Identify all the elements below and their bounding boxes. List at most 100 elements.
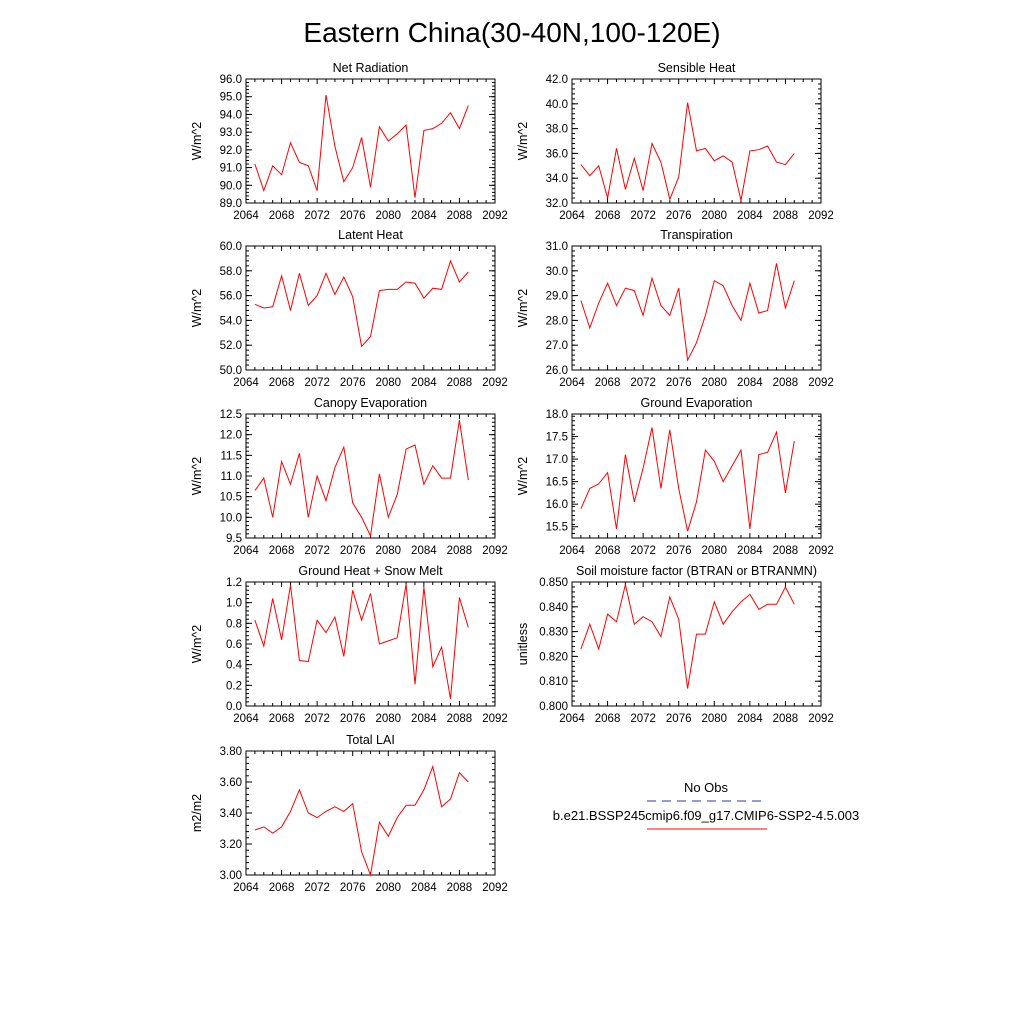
y-tick-label: 28.0 bbox=[546, 315, 568, 327]
y-tick-label: 0.800 bbox=[539, 701, 568, 713]
x-tick-label: 2092 bbox=[808, 210, 834, 222]
y-tick-label: 89.0 bbox=[220, 198, 242, 210]
series-line bbox=[254, 259, 469, 348]
x-tick-label: 2084 bbox=[411, 882, 437, 894]
x-tick-label: 2088 bbox=[447, 713, 473, 725]
x-tick-label: 2088 bbox=[447, 882, 473, 894]
x-tick-label: 2088 bbox=[773, 545, 799, 557]
chart-panel: Latent Heat W/m^2 2064 2068 2072 2076 2080 2084… bbox=[190, 228, 508, 389]
y-tick-label: 0.850 bbox=[539, 577, 568, 589]
y-tick-label: 27.0 bbox=[546, 340, 568, 352]
x-tick-label: 2072 bbox=[630, 545, 656, 557]
x-tick-label: 2080 bbox=[701, 377, 727, 389]
x-tick-label: 2072 bbox=[304, 210, 330, 222]
x-tick-label: 2068 bbox=[595, 377, 621, 389]
panel-title: Latent Heat bbox=[338, 228, 403, 242]
x-tick-label: 2072 bbox=[630, 713, 656, 725]
x-tick-label: 2092 bbox=[808, 377, 834, 389]
y-tick-label: 16.0 bbox=[546, 499, 568, 511]
y-tick-label: 11.0 bbox=[220, 471, 242, 483]
series-line bbox=[580, 584, 795, 689]
y-tick-label: 12.5 bbox=[220, 409, 242, 421]
y-tick-label: 12.0 bbox=[220, 430, 242, 442]
x-tick-label: 2080 bbox=[701, 545, 727, 557]
y-tick-label: 18.0 bbox=[546, 409, 568, 421]
x-tick-label: 2092 bbox=[482, 210, 508, 222]
x-tick-label: 2076 bbox=[666, 210, 692, 222]
y-tick-label: 1.2 bbox=[226, 577, 242, 589]
x-tick-label: 2064 bbox=[559, 210, 585, 222]
y-tick-label: 3.20 bbox=[220, 839, 242, 851]
panel-title: Canopy Evaporation bbox=[314, 396, 427, 410]
chart-panel: Total LAI m2/m2 2064 2068 2072 2076 2080 2084 20… bbox=[190, 733, 508, 894]
plot-frame bbox=[245, 750, 496, 876]
y-tick-label: 17.0 bbox=[546, 454, 568, 466]
x-tick-label: 2068 bbox=[269, 882, 295, 894]
x-tick-label: 2092 bbox=[808, 713, 834, 725]
x-tick-label: 2068 bbox=[595, 713, 621, 725]
x-tick-label: 2088 bbox=[447, 210, 473, 222]
chart-panel: Sensible Heat W/m^2 2064 2068 2072 2076 2080 20… bbox=[516, 61, 834, 222]
y-tick-label: 10.0 bbox=[220, 512, 242, 524]
x-tick-label: 2092 bbox=[808, 545, 834, 557]
x-tick-label: 2076 bbox=[340, 713, 366, 725]
x-tick-label: 2084 bbox=[411, 210, 437, 222]
plot-frame bbox=[571, 413, 822, 539]
x-tick-label: 2080 bbox=[701, 210, 727, 222]
series-line bbox=[254, 420, 469, 538]
x-tick-label: 2068 bbox=[595, 545, 621, 557]
y-tick-label: 60.0 bbox=[220, 241, 242, 253]
y-axis-label: unitless bbox=[516, 623, 530, 665]
y-tick-label: 31.0 bbox=[546, 241, 568, 253]
y-tick-label: 95.0 bbox=[220, 92, 242, 104]
y-tick-label: 16.5 bbox=[546, 477, 568, 489]
y-tick-label: 29.0 bbox=[546, 291, 568, 303]
y-tick-label: 0.2 bbox=[226, 680, 242, 692]
series-line bbox=[580, 427, 795, 532]
x-tick-label: 2080 bbox=[375, 545, 401, 557]
y-tick-label: 36.0 bbox=[546, 148, 568, 160]
y-tick-label: 0.8 bbox=[226, 618, 242, 630]
x-tick-label: 2076 bbox=[666, 713, 692, 725]
series-line bbox=[254, 584, 469, 699]
y-tick-label: 52.0 bbox=[220, 340, 242, 352]
y-tick-label: 0.6 bbox=[226, 639, 242, 651]
y-tick-label: 11.5 bbox=[220, 450, 242, 462]
y-tick-label: 30.0 bbox=[546, 266, 568, 278]
x-tick-label: 2084 bbox=[411, 713, 437, 725]
panel-title: Sensible Heat bbox=[658, 61, 736, 75]
y-tick-label: 9.5 bbox=[226, 533, 242, 545]
plot-frame bbox=[571, 78, 822, 204]
chart-panel: Transpiration W/m^2 2064 2068 2072 2076 2080 20… bbox=[516, 228, 834, 389]
panel-title: Net Radiation bbox=[333, 61, 409, 75]
panel-title: Soil moisture factor (BTRAN or BTRANMN) bbox=[576, 564, 817, 578]
y-tick-label: 0.4 bbox=[226, 660, 243, 672]
plot-frame bbox=[571, 245, 822, 371]
y-tick-label: 3.00 bbox=[220, 870, 242, 882]
figure-title: Eastern China(30-40N,100-120E) bbox=[303, 17, 720, 48]
legend-model-label: b.e21.BSSP245cmip6.f09_g17.CMIP6-SSP2-4.… bbox=[553, 808, 859, 823]
x-tick-label: 2080 bbox=[375, 210, 401, 222]
y-axis-label: W/m^2 bbox=[190, 457, 204, 496]
x-tick-label: 2072 bbox=[304, 545, 330, 557]
x-tick-label: 2064 bbox=[233, 545, 259, 557]
plot-frame bbox=[571, 581, 822, 707]
y-tick-label: 10.5 bbox=[220, 492, 242, 504]
x-tick-label: 2076 bbox=[340, 377, 366, 389]
x-tick-label: 2068 bbox=[269, 713, 295, 725]
x-tick-label: 2088 bbox=[773, 210, 799, 222]
y-axis-label: W/m^2 bbox=[516, 457, 530, 496]
x-tick-label: 2076 bbox=[340, 882, 366, 894]
y-tick-label: 3.40 bbox=[220, 808, 242, 820]
y-tick-label: 17.5 bbox=[546, 432, 568, 444]
y-tick-label: 0.830 bbox=[539, 627, 568, 639]
y-tick-label: 26.0 bbox=[546, 365, 568, 377]
x-tick-label: 2084 bbox=[411, 545, 437, 557]
x-tick-label: 2076 bbox=[666, 377, 692, 389]
y-tick-label: 90.0 bbox=[220, 180, 242, 192]
y-tick-label: 56.0 bbox=[220, 291, 242, 303]
y-tick-label: 42.0 bbox=[546, 74, 568, 86]
y-axis-label: m2/m2 bbox=[190, 794, 204, 832]
y-axis-label: W/m^2 bbox=[190, 625, 204, 664]
x-tick-label: 2072 bbox=[304, 377, 330, 389]
